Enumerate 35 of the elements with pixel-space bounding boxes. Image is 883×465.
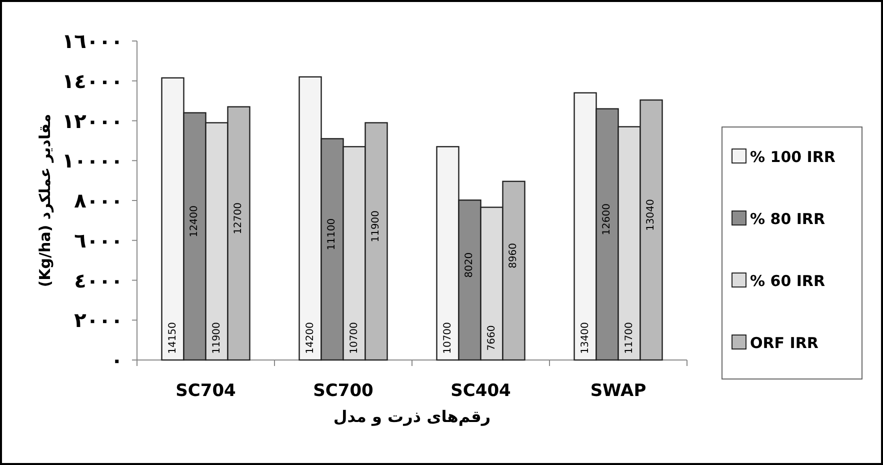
data-label: 8960 bbox=[508, 242, 520, 268]
data-label: 13400 bbox=[580, 322, 591, 354]
legend-label: % 60 IRR bbox=[750, 272, 826, 290]
data-label: 8020 bbox=[464, 252, 476, 278]
x-tick-label: SC704 bbox=[176, 381, 236, 401]
data-label: 12400 bbox=[189, 205, 200, 238]
data-label: 13040 bbox=[646, 199, 657, 231]
y-tick-label: ١٠٠٠٠ bbox=[62, 148, 123, 173]
x-axis-title: رقم‌های ذرت و مدل bbox=[333, 407, 491, 426]
y-tick-label: ٠ bbox=[110, 348, 123, 372]
y-tick-label: ١٢٠٠٠ bbox=[62, 108, 123, 133]
data-label: 11700 bbox=[624, 322, 635, 354]
data-label: 12700 bbox=[233, 202, 244, 234]
x-tick-label: SC700 bbox=[313, 381, 374, 401]
data-label: 7660 bbox=[486, 325, 498, 351]
y-tick-label: ٦٠٠٠ bbox=[74, 228, 123, 252]
x-tick-label: SWAP bbox=[590, 381, 646, 401]
data-label: 10700 bbox=[348, 322, 360, 354]
y-tick-label: ٤٠٠٠ bbox=[74, 268, 123, 292]
data-label: 11100 bbox=[326, 218, 338, 250]
y-axis-title: مقادیر عملکرد (Kg/ha) bbox=[36, 114, 54, 288]
x-tick-label: SC404 bbox=[450, 381, 512, 401]
data-label: 11900 bbox=[211, 322, 222, 354]
data-label: 11900 bbox=[370, 210, 382, 242]
data-label: 14150 bbox=[167, 322, 178, 354]
legend-label: % 80 IRR bbox=[750, 210, 826, 228]
y-tick-label: ٨٠٠٠ bbox=[74, 188, 123, 212]
data-label: 12600 bbox=[602, 203, 613, 236]
data-label: 14200 bbox=[304, 322, 316, 354]
y-tick-label: ١٦٠٠٠ bbox=[62, 29, 123, 53]
legend-label: % 100 IRR bbox=[750, 148, 836, 166]
data-label: 10700 bbox=[442, 322, 454, 354]
y-tick-label: ١٤٠٠٠ bbox=[62, 68, 123, 93]
y-tick-label: ٢٠٠٠ bbox=[74, 308, 123, 332]
legend-label: ORF IRR bbox=[750, 334, 819, 352]
